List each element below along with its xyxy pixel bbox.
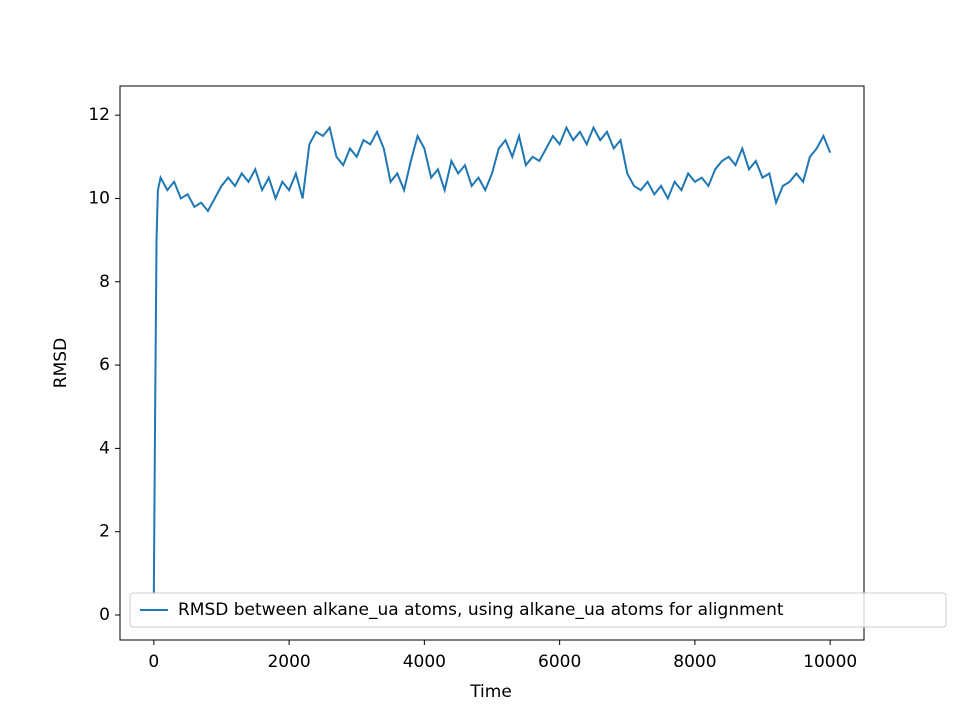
y-tick-label: 12 bbox=[88, 105, 110, 125]
x-tick-label: 6000 bbox=[538, 652, 581, 672]
y-tick-label: 2 bbox=[99, 522, 110, 542]
legend-box bbox=[129, 592, 947, 628]
x-tick-label: 0 bbox=[148, 652, 159, 672]
x-tick-label: 10000 bbox=[803, 652, 857, 672]
y-axis-label: RMSD bbox=[51, 338, 71, 388]
y-tick-label: 0 bbox=[99, 605, 110, 625]
plot-frame bbox=[119, 85, 865, 641]
x-tick-label: 2000 bbox=[267, 652, 310, 672]
y-tick-label: 8 bbox=[99, 272, 110, 292]
y-tick-label: 6 bbox=[99, 355, 110, 375]
x-tick-label: 8000 bbox=[673, 652, 716, 672]
x-axis-label: Time bbox=[469, 682, 512, 702]
y-tick-label: 4 bbox=[99, 438, 110, 458]
data-line bbox=[152, 125, 832, 595]
x-tick-label: 4000 bbox=[403, 652, 446, 672]
legend-label: RMSD between alkane_ua atoms, using alka… bbox=[178, 600, 784, 620]
y-tick-label: 10 bbox=[88, 188, 110, 208]
